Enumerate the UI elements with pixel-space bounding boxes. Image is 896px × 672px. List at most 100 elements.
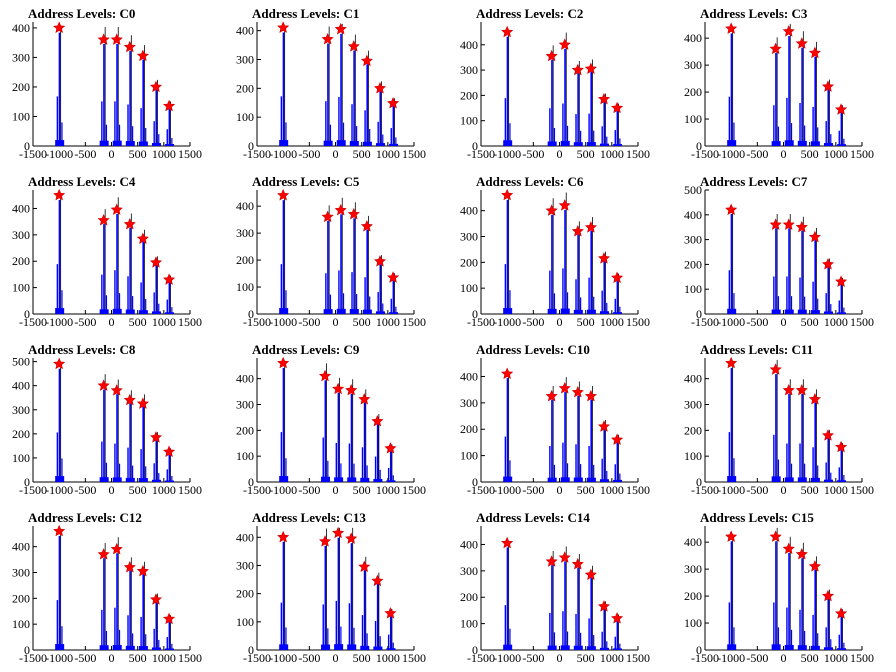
histogram-bar: [112, 644, 122, 650]
red-star-marker: [769, 363, 782, 375]
histogram-bar: [112, 477, 122, 482]
chart-panel-9: Address Levels: C9 0 100 200 300 400 -1500-100…: [236, 342, 426, 497]
x-tick-label: -1500: [467, 315, 495, 329]
x-tick-label: -1000: [493, 483, 521, 497]
histogram-bar: [347, 644, 357, 650]
x-tick-label: 500: [129, 483, 147, 497]
histogram-bar: [321, 644, 331, 650]
histogram-bar: [580, 297, 582, 314]
histogram-bar: [547, 308, 557, 314]
histogram-bar: [786, 97, 788, 146]
histogram-bar: [390, 298, 392, 314]
red-star-marker: [360, 220, 373, 232]
red-star-marker: [795, 37, 808, 49]
histogram-bar: [336, 140, 346, 146]
x-tick-label: 1500: [178, 147, 202, 161]
red-star-marker: [97, 379, 110, 391]
histogram-bar: [837, 312, 847, 314]
histogram-bar: [338, 270, 340, 314]
histogram-bar: [132, 633, 134, 650]
histogram-bar: [155, 439, 158, 482]
histogram-bar: [775, 374, 777, 482]
histogram-bar: [601, 458, 603, 482]
histogram-bar: [727, 476, 737, 482]
x-tick-label: 1500: [402, 483, 426, 497]
red-star-marker: [808, 46, 821, 59]
x-tick-label: -500: [746, 147, 768, 161]
histogram-bar: [590, 71, 592, 146]
red-star-marker: [360, 54, 373, 67]
histogram-bar: [727, 140, 737, 146]
histogram-bar: [376, 423, 379, 482]
chart-title: Address Levels: C3: [700, 6, 808, 21]
histogram-bar: [114, 270, 116, 314]
red-star-marker: [611, 611, 624, 624]
histogram-bar: [353, 50, 355, 146]
x-tick-label: 500: [129, 651, 147, 665]
y-tick-label: 300: [684, 58, 702, 72]
x-tick-label: 500: [353, 651, 371, 665]
histogram-bar: [101, 441, 103, 482]
y-tick-label: 0: [24, 643, 30, 657]
histogram-bar: [168, 107, 171, 146]
histogram-bar: [340, 463, 342, 482]
histogram-bar: [373, 478, 383, 482]
histogram-bar: [804, 125, 806, 146]
x-tick-label: -1000: [269, 483, 297, 497]
histogram-bar: [549, 108, 551, 146]
histogram-bar: [334, 644, 344, 650]
histogram-bar: [810, 141, 820, 146]
histogram-bar: [351, 272, 353, 314]
histogram-bar: [606, 302, 608, 314]
y-tick-label: 500: [12, 355, 30, 369]
histogram-bar: [575, 114, 577, 146]
histogram-bar: [573, 309, 583, 314]
histogram-bar: [132, 126, 134, 146]
histogram-bar: [390, 128, 392, 146]
histogram-bar: [616, 109, 619, 146]
histogram-bar: [733, 458, 735, 482]
histogram-bar: [362, 141, 372, 146]
histogram-bar: [321, 476, 331, 482]
x-tick-label: 500: [353, 147, 371, 161]
red-star-marker: [163, 612, 176, 625]
x-tick-label: -1000: [269, 147, 297, 161]
histogram-bar: [823, 311, 833, 314]
histogram-bar: [118, 463, 121, 482]
histogram-bar: [138, 310, 148, 314]
histogram-bar: [151, 143, 161, 146]
histogram-bar: [142, 59, 144, 146]
histogram-bar: [784, 477, 794, 482]
histogram-bar: [777, 459, 780, 482]
histogram-bar: [788, 552, 790, 650]
x-tick-label: -1500: [19, 147, 47, 161]
y-tick-label: 100: [12, 109, 30, 123]
histogram-bar: [153, 121, 155, 146]
histogram-bar: [158, 473, 160, 482]
histogram-bar: [327, 220, 329, 314]
red-star-marker: [277, 21, 290, 33]
chart-title: Address Levels: C15: [700, 510, 814, 525]
red-star-marker: [558, 38, 571, 50]
red-star-marker: [53, 21, 66, 34]
histogram-bar: [389, 312, 399, 314]
x-tick-label: 500: [801, 147, 819, 161]
red-star-marker: [821, 80, 835, 92]
x-tick-label: -1000: [45, 147, 73, 161]
histogram-bar: [601, 631, 603, 650]
histogram-bar: [773, 434, 775, 482]
y-tick-label: 100: [684, 616, 702, 630]
y-tick-label: 100: [236, 280, 254, 294]
histogram-bar: [362, 309, 372, 314]
x-tick-label: 1000: [600, 315, 624, 329]
x-tick-label: 0: [109, 483, 115, 497]
histogram-bar: [105, 124, 108, 146]
chart-panel-7: Address Levels: C70100200300400500-1500-…: [684, 174, 874, 329]
histogram-bar: [727, 308, 737, 314]
histogram-bar: [392, 279, 395, 314]
red-star-marker: [149, 431, 163, 443]
x-tick-label: 1500: [850, 315, 874, 329]
x-tick-label: 1000: [600, 483, 624, 497]
histogram-bar: [61, 290, 63, 314]
histogram-bar: [773, 105, 775, 146]
